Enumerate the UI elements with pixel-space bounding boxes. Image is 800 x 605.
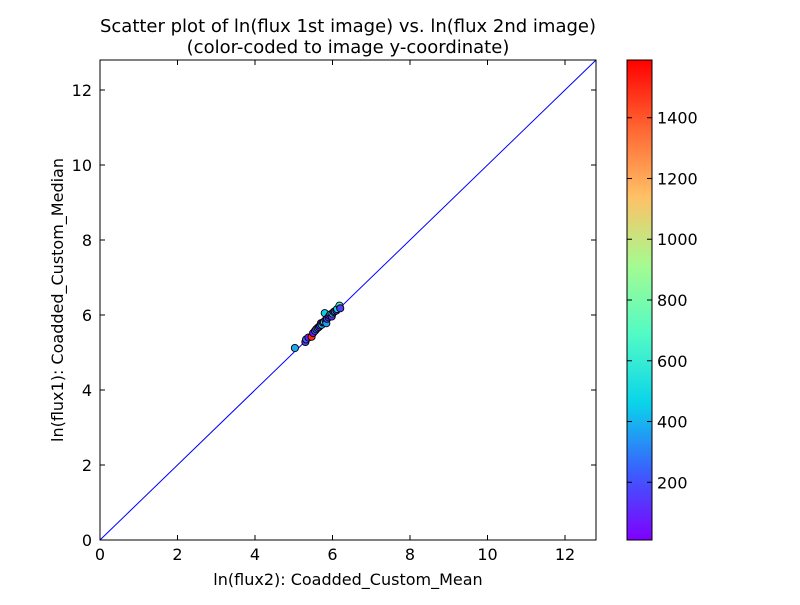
- colorbar-tick-label: 400: [657, 413, 688, 432]
- colorbar-tick-label: 200: [657, 473, 688, 492]
- y-tick-label: 10: [72, 156, 92, 175]
- y-tick-label: 12: [72, 81, 92, 100]
- y-axis-label: ln(flux1): Coadded_Custom_Median: [48, 158, 68, 442]
- x-tick-label: 4: [250, 545, 260, 564]
- y-tick-label: 4: [82, 381, 92, 400]
- y-tick-label: 8: [82, 231, 92, 250]
- plot-frame: [99, 59, 597, 541]
- x-tick-label: 8: [405, 545, 415, 564]
- colorbar-tick-label: 1400: [657, 109, 698, 128]
- y-tick-label: 6: [82, 306, 92, 325]
- colorbar-tick-label: 1000: [657, 230, 698, 249]
- x-tick-label: 0: [95, 545, 105, 564]
- plot-area: [100, 60, 596, 540]
- x-axis-label: ln(flux2): Coadded_Custom_Mean: [213, 570, 482, 590]
- x-tick-label: 10: [477, 545, 497, 564]
- scatter-point: [290, 343, 299, 353]
- y-axis: 0 2 4 6 8 10 12: [72, 81, 596, 550]
- y-tick-label: 0: [82, 531, 92, 550]
- colorbar-tick-label: 800: [657, 291, 688, 310]
- colorbar-tick-label: 1200: [657, 169, 698, 188]
- colorbar-axis: 200 400 600 800 1000 1200 1400: [627, 109, 698, 492]
- reference-line: [100, 60, 596, 540]
- x-axis: 0 2 4 6 8 10 12: [95, 60, 575, 564]
- colorbar-tick-label: 600: [657, 352, 688, 371]
- x-tick-label: 12: [555, 545, 575, 564]
- chart-subtitle: (color-coded to image y-coordinate): [187, 37, 510, 58]
- x-tick-label: 2: [172, 545, 182, 564]
- scatter-point: [336, 304, 345, 313]
- y-tick-label: 2: [82, 456, 92, 475]
- chart-title: Scatter plot of ln(flux 1st image) vs. l…: [100, 16, 596, 37]
- x-tick-label: 6: [327, 545, 337, 564]
